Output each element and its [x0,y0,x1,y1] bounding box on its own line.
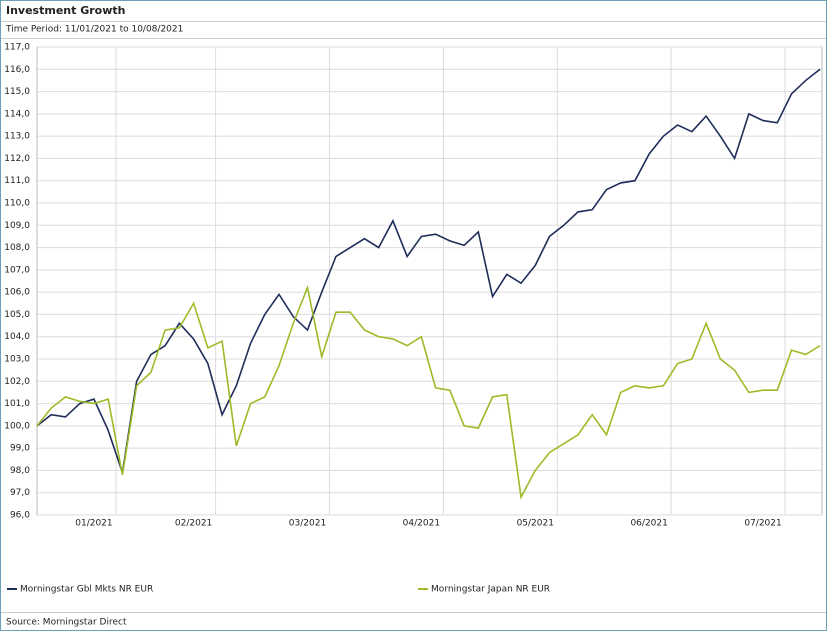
y-tick-label: 112,0 [4,154,30,164]
y-tick-label: 96,0 [10,511,30,521]
y-tick-label: 113,0 [4,132,30,142]
x-tick-label: 05/2021 [517,519,554,529]
y-tick-label: 102,0 [4,377,30,387]
y-tick-label: 106,0 [4,288,30,298]
legend-label: Morningstar Japan NR EUR [431,585,550,595]
chart-title: Investment Growth [6,4,125,17]
y-tick-label: 107,0 [4,265,30,275]
y-tick-label: 114,0 [4,109,30,119]
y-tick-label: 115,0 [4,87,30,97]
y-tick-label: 100,0 [4,421,30,431]
series-line [36,68,821,473]
y-tick-label: 116,0 [4,65,30,75]
y-tick-label: 104,0 [4,332,30,342]
y-tick-label: 98,0 [10,466,30,476]
y-tick-label: 109,0 [4,221,30,231]
x-tick-label: 03/2021 [289,519,326,529]
y-tick-label: 108,0 [4,243,30,253]
series-line [36,284,821,500]
x-tick-label: 01/2021 [75,519,112,529]
y-tick-label: 97,0 [10,488,30,498]
y-tick-label: 111,0 [4,176,30,186]
y-tick-label: 103,0 [4,355,30,365]
y-tick-label: 99,0 [10,444,30,454]
y-tick-label: 110,0 [4,199,30,209]
x-tick-label: 06/2021 [630,519,667,529]
chart-subtitle: Time Period: 11/01/2021 to 10/08/2021 [5,25,183,35]
x-tick-label: 04/2021 [403,519,440,529]
x-tick-label: 07/2021 [744,519,781,529]
x-tick-label: 02/2021 [175,519,212,529]
source-note: Source: Morningstar Direct [6,618,127,628]
legend-label: Morningstar Gbl Mkts NR EUR [20,585,153,595]
y-tick-label: 105,0 [4,310,30,320]
y-tick-label: 117,0 [4,43,30,53]
y-tick-label: 101,0 [4,399,30,409]
